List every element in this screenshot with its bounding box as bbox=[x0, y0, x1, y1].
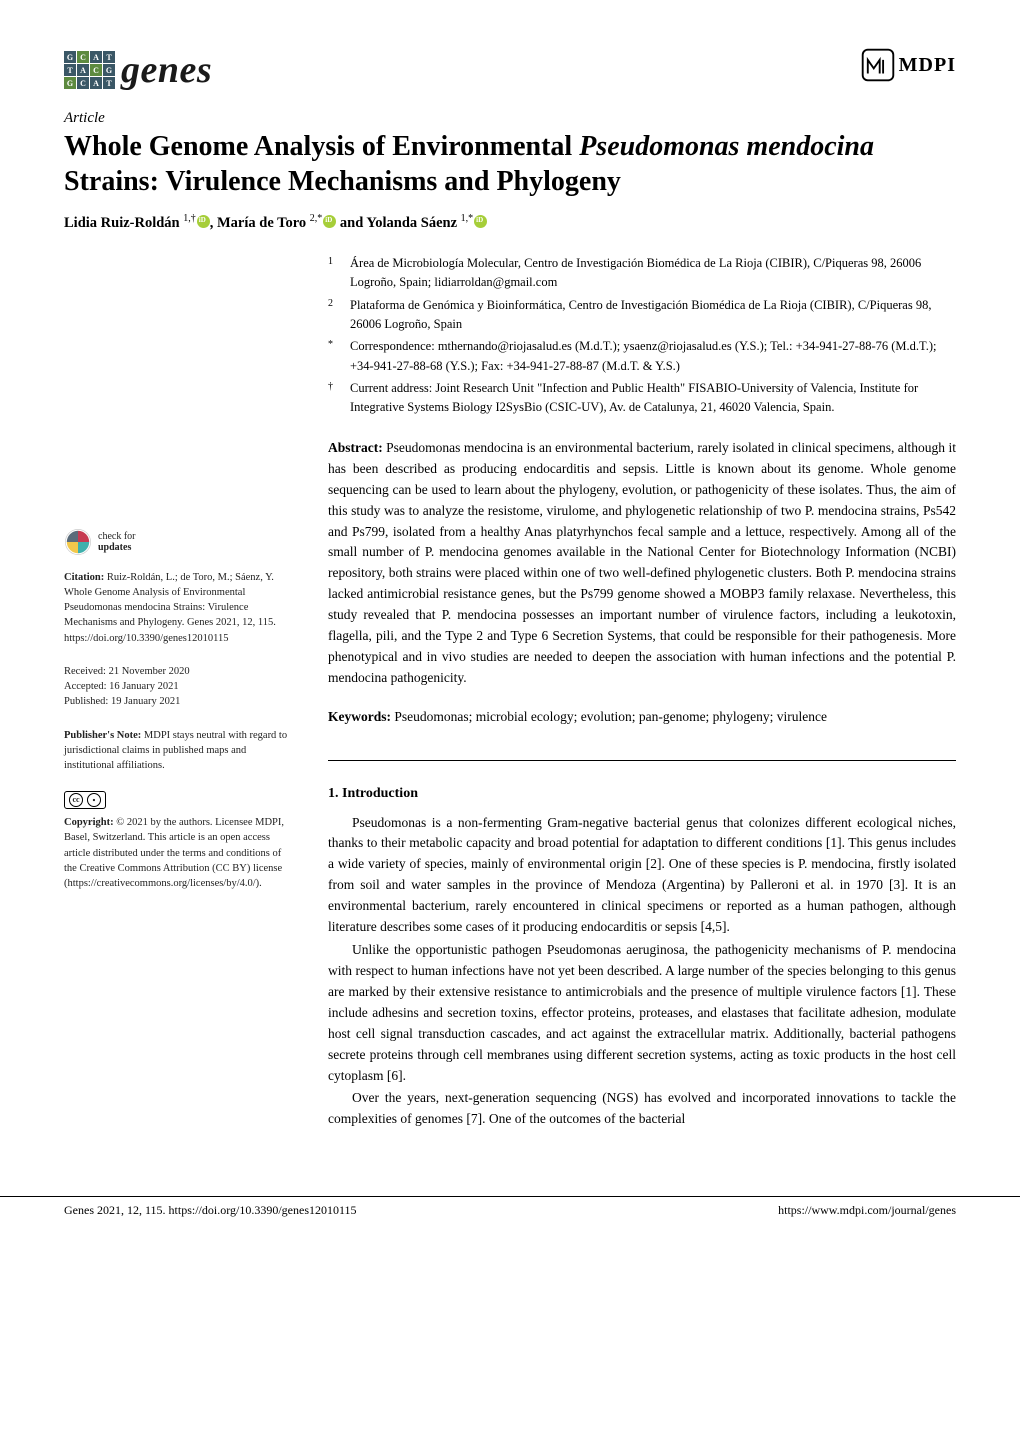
orcid-icon bbox=[474, 215, 487, 228]
footer-left: Genes 2021, 12, 115. https://doi.org/10.… bbox=[64, 1203, 357, 1218]
affil-text: Plataforma de Genómica y Bioinformática,… bbox=[350, 296, 956, 335]
author-list: Lidia Ruiz-Roldán 1,†, María de Toro 2,*… bbox=[64, 213, 956, 232]
check-for-updates[interactable]: check for updates bbox=[64, 528, 296, 556]
affil-text: Current address: Joint Research Unit "In… bbox=[350, 379, 956, 418]
footer-rule bbox=[0, 1196, 1020, 1197]
title-part2: Strains: Virulence Mechanisms and Phylog… bbox=[64, 166, 621, 197]
divider bbox=[328, 760, 956, 761]
introduction-body: Pseudomonas is a non-fermenting Gram-neg… bbox=[328, 813, 956, 1131]
author-3-marks: 1,* bbox=[461, 213, 474, 224]
abstract-label: Abstract: bbox=[328, 440, 383, 455]
affil-mark: † bbox=[328, 379, 340, 418]
intro-p3: Over the years, next-generation sequenci… bbox=[328, 1088, 956, 1130]
header-row: GCAT TACG GCAT genes MDPI bbox=[64, 48, 956, 92]
orcid-icon bbox=[323, 215, 336, 228]
affiliations: 1 Área de Microbiología Molecular, Centro… bbox=[328, 254, 956, 418]
page-footer: Genes 2021, 12, 115. https://doi.org/10.… bbox=[0, 1203, 1020, 1242]
copyright-label: Copyright: bbox=[64, 817, 114, 828]
abstract: Abstract: Pseudomonas mendocina is an en… bbox=[328, 438, 956, 689]
author-1-marks: 1,† bbox=[183, 213, 196, 224]
logo-tiles: GCAT TACG GCAT bbox=[64, 51, 115, 89]
footer-right: https://www.mdpi.com/journal/genes bbox=[778, 1203, 956, 1218]
updates-text: updates bbox=[98, 542, 135, 553]
article-title: Whole Genome Analysis of Environmental P… bbox=[64, 129, 956, 199]
accepted-date: Accepted: 16 January 2021 bbox=[64, 679, 296, 694]
author-and: and bbox=[340, 215, 366, 231]
affil-row: 2 Plataforma de Genómica y Bioinformática… bbox=[328, 296, 956, 335]
pubnote-label: Publisher's Note: bbox=[64, 730, 141, 741]
affil-mark: * bbox=[328, 337, 340, 376]
cc-badge-row: cc 🞄 bbox=[64, 791, 296, 809]
published-date: Published: 19 January 2021 bbox=[64, 694, 296, 709]
section-heading: 1. Introduction bbox=[328, 783, 956, 805]
affil-mark: 2 bbox=[328, 296, 340, 335]
check-updates-icon bbox=[64, 528, 92, 556]
title-species: Pseudomonas mendocina bbox=[579, 131, 874, 162]
affil-row: * Correspondence: mthernando@riojasalud.e… bbox=[328, 337, 956, 376]
keywords-label: Keywords: bbox=[328, 709, 391, 724]
publisher-name: MDPI bbox=[899, 54, 956, 77]
license-block: cc 🞄 Copyright: © 2021 by the authors. L… bbox=[64, 791, 296, 891]
publisher-note-block: Publisher's Note: MDPI stays neutral wit… bbox=[64, 728, 296, 774]
journal-name: genes bbox=[121, 48, 212, 92]
orcid-icon bbox=[197, 215, 210, 228]
intro-p1: Pseudomonas is a non-fermenting Gram-neg… bbox=[328, 813, 956, 939]
dates-block: Received: 21 November 2020 Accepted: 16 … bbox=[64, 664, 296, 710]
author-2-marks: 2,* bbox=[310, 213, 323, 224]
affil-text: Área de Microbiología Molecular, Centro … bbox=[350, 254, 956, 293]
mdpi-icon bbox=[861, 48, 895, 82]
author-3: Yolanda Sáenz bbox=[366, 215, 457, 231]
affil-text: Correspondence: mthernando@riojasalud.es… bbox=[350, 337, 956, 376]
check-for-text: check for bbox=[98, 531, 135, 542]
affil-mark: 1 bbox=[328, 254, 340, 293]
intro-p2: Unlike the opportunistic pathogen Pseudo… bbox=[328, 940, 956, 1086]
author-2: María de Toro bbox=[217, 215, 306, 231]
check-updates-label: check for updates bbox=[98, 531, 135, 553]
author-1: Lidia Ruiz-Roldán bbox=[64, 215, 180, 231]
cc-by-badge: cc 🞄 bbox=[64, 791, 106, 809]
citation-label: Citation: bbox=[64, 572, 104, 583]
two-column-body: check for updates Citation: Ruiz-Roldán,… bbox=[64, 438, 956, 1133]
main-column: Abstract: Pseudomonas mendocina is an en… bbox=[328, 438, 956, 1133]
abstract-body: Pseudomonas mendocina is an environmenta… bbox=[328, 440, 956, 685]
article-type: Article bbox=[64, 110, 956, 127]
title-part1: Whole Genome Analysis of Environmental bbox=[64, 131, 579, 162]
keywords: Keywords: Pseudomonas; microbial ecology… bbox=[328, 707, 956, 728]
by-icon: 🞄 bbox=[87, 793, 101, 807]
citation-block: Citation: Ruiz-Roldán, L.; de Toro, M.; … bbox=[64, 570, 296, 646]
publisher-logo: MDPI bbox=[861, 48, 956, 82]
journal-logo: GCAT TACG GCAT genes bbox=[64, 48, 212, 92]
affil-row: † Current address: Joint Research Unit "I… bbox=[328, 379, 956, 418]
page: GCAT TACG GCAT genes MDPI Article Whole … bbox=[0, 0, 1020, 1172]
received-date: Received: 21 November 2020 bbox=[64, 664, 296, 679]
cc-icon: cc bbox=[69, 793, 83, 807]
keywords-body: Pseudomonas; microbial ecology; evolutio… bbox=[391, 709, 827, 724]
sidebar: check for updates Citation: Ruiz-Roldán,… bbox=[64, 438, 296, 1133]
affil-row: 1 Área de Microbiología Molecular, Centro… bbox=[328, 254, 956, 293]
